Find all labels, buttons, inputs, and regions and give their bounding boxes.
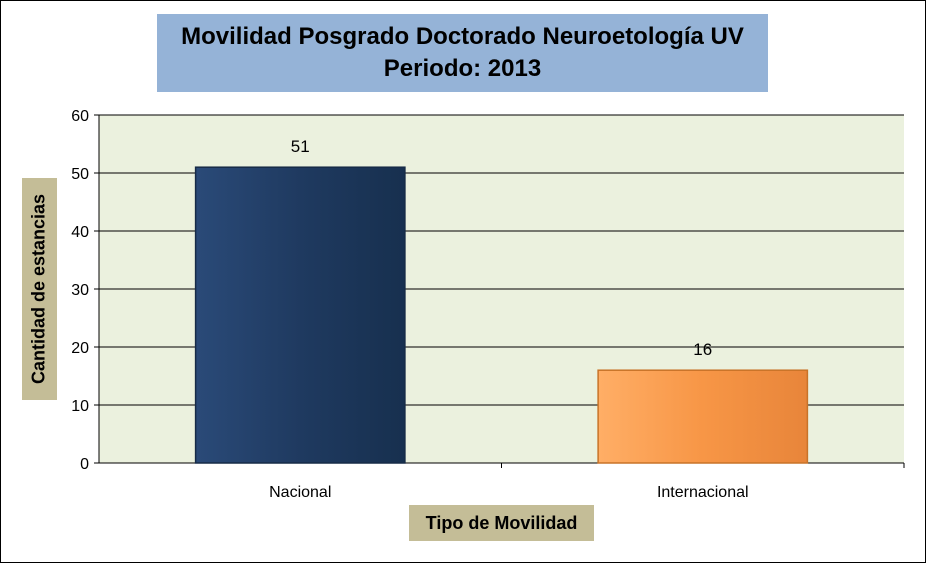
y-axis-title: Cantidad de estancias [28, 193, 49, 385]
x-tick-label-internacional: Internacional [657, 484, 749, 501]
y-tick-label: 0 [80, 456, 89, 473]
bar-nacional [194, 166, 406, 464]
x-tick-label-nacional: Nacional [269, 484, 331, 501]
data-label-internacional: 16 [693, 340, 712, 359]
y-tick-label: 40 [71, 224, 89, 241]
chart-title: Movilidad Posgrado Doctorado Neuroetolog… [181, 23, 744, 50]
y-tick-label: 50 [71, 166, 89, 183]
y-tick-label: 20 [71, 340, 89, 357]
data-label-nacional: 51 [291, 137, 310, 156]
labels: 51 Nacional 16 Internacional [269, 137, 748, 501]
y-tick-label: 60 [71, 108, 89, 125]
x-axis-title: Tipo de Movilidad [409, 505, 594, 541]
y-axis-title-box [22, 178, 57, 400]
y-tick-label: 30 [71, 282, 89, 299]
bars [194, 166, 809, 464]
chart-subtitle: Periodo: 2013 [383, 55, 542, 82]
y-tick-label: 10 [71, 398, 89, 415]
chart-title-box: Movilidad Posgrado Doctorado Neuroetolog… [157, 14, 768, 92]
bar-internacional [597, 369, 809, 464]
